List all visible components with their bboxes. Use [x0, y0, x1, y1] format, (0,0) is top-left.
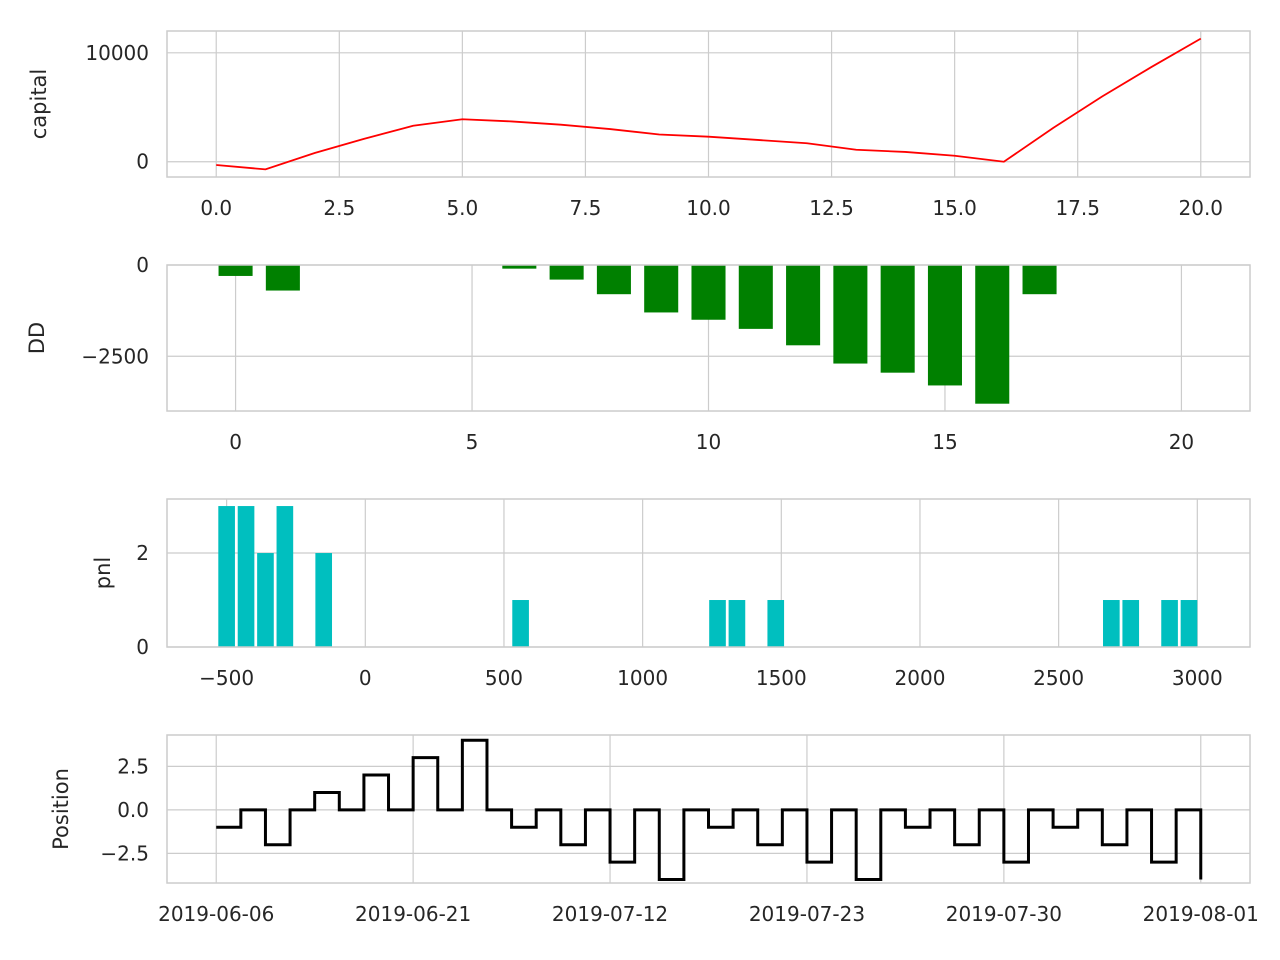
bar	[512, 600, 529, 647]
bar	[1161, 600, 1178, 647]
x-tick-label: 2.5	[323, 196, 355, 220]
position-panel: 2019-06-06 2019-06-21 2019-07-12 2019-07-23…	[49, 734, 1259, 926]
bar	[709, 600, 726, 647]
x-tick-label: 500	[485, 666, 523, 690]
x-tick-label: 15.0	[932, 196, 977, 220]
x-tick-label: 2019-08-01	[1143, 902, 1259, 926]
x-tick-label: 2000	[895, 666, 946, 690]
y-tick-label: −2500	[81, 344, 149, 368]
y-axis-label: Position	[49, 768, 73, 850]
y-tick-label: −2.5	[100, 841, 149, 865]
bar	[786, 265, 821, 346]
y-tick-label: 0	[136, 253, 149, 277]
bar	[218, 265, 253, 276]
x-tick-label: 3000	[1172, 666, 1223, 690]
x-tick-label: 0	[359, 666, 372, 690]
y-tick-label: 2	[136, 541, 149, 565]
y-tick-label: 0.0	[117, 798, 149, 822]
bar	[1103, 600, 1120, 647]
x-tick-label: 20.0	[1179, 196, 1224, 220]
bar	[549, 265, 584, 280]
bar	[502, 265, 537, 269]
axes-frame	[166, 498, 1251, 648]
bar	[265, 265, 300, 291]
bar	[975, 265, 1010, 404]
bar	[767, 600, 785, 647]
capital-line	[216, 37, 1202, 171]
position-step-line	[216, 738, 1203, 882]
drawdown-panel: 0 5 10 15 20 0 −2500 DD	[25, 253, 1251, 454]
y-axis-label: capital	[27, 69, 51, 140]
bar	[276, 506, 294, 647]
bar	[596, 265, 631, 295]
x-tick-label: 2019-06-06	[158, 902, 274, 926]
x-tick-label: 1000	[617, 666, 668, 690]
bar	[1122, 600, 1140, 647]
x-tick-label: 12.5	[809, 196, 854, 220]
x-tick-label: −500	[199, 666, 254, 690]
bar	[738, 265, 773, 329]
x-tick-label: 0.0	[200, 196, 232, 220]
x-tick-label: 10	[696, 430, 721, 454]
bar	[833, 265, 868, 364]
y-tick-label: 0	[136, 635, 149, 659]
bar	[927, 265, 962, 386]
y-tick-label: 10000	[85, 41, 149, 65]
pnl-panel: −500 0 500 1000 1500 2000 2500 3000 0 2 pnl	[91, 498, 1251, 690]
x-tick-label: 20	[1169, 430, 1194, 454]
axes-frame	[166, 30, 1251, 178]
x-tick-label: 2019-07-30	[946, 902, 1062, 926]
x-tick-label: 0	[229, 430, 242, 454]
x-tick-label: 2500	[1033, 666, 1084, 690]
x-tick-label: 10.0	[686, 196, 731, 220]
bar	[691, 265, 726, 320]
x-tick-label: 2019-07-12	[552, 902, 668, 926]
x-tick-label: 15	[932, 430, 957, 454]
bar	[237, 506, 255, 647]
x-tick-label: 5.0	[446, 196, 478, 220]
bar	[1180, 600, 1198, 647]
bar	[257, 553, 274, 647]
y-axis-label: pnl	[91, 557, 115, 589]
capital-panel: 0.0 2.5 5.0 7.5 10.0 12.5 15.0 17.5 20.0 0 10000 ca…	[27, 30, 1251, 220]
axes-frame	[166, 264, 1251, 412]
x-tick-label: 2019-06-21	[355, 902, 471, 926]
x-tick-label: 5	[466, 430, 479, 454]
y-axis-label: DD	[25, 322, 49, 354]
bar	[1022, 265, 1057, 295]
bar	[880, 265, 915, 373]
y-tick-label: 0	[136, 150, 149, 174]
axes-frame	[166, 734, 1251, 884]
bar	[315, 553, 333, 647]
bar	[644, 265, 679, 313]
x-tick-label: 17.5	[1055, 196, 1100, 220]
bar	[218, 506, 235, 647]
bar	[728, 600, 746, 647]
x-tick-label: 1500	[756, 666, 807, 690]
x-tick-label: 2019-07-23	[749, 902, 865, 926]
x-tick-label: 7.5	[570, 196, 602, 220]
y-tick-label: 2.5	[117, 754, 149, 778]
